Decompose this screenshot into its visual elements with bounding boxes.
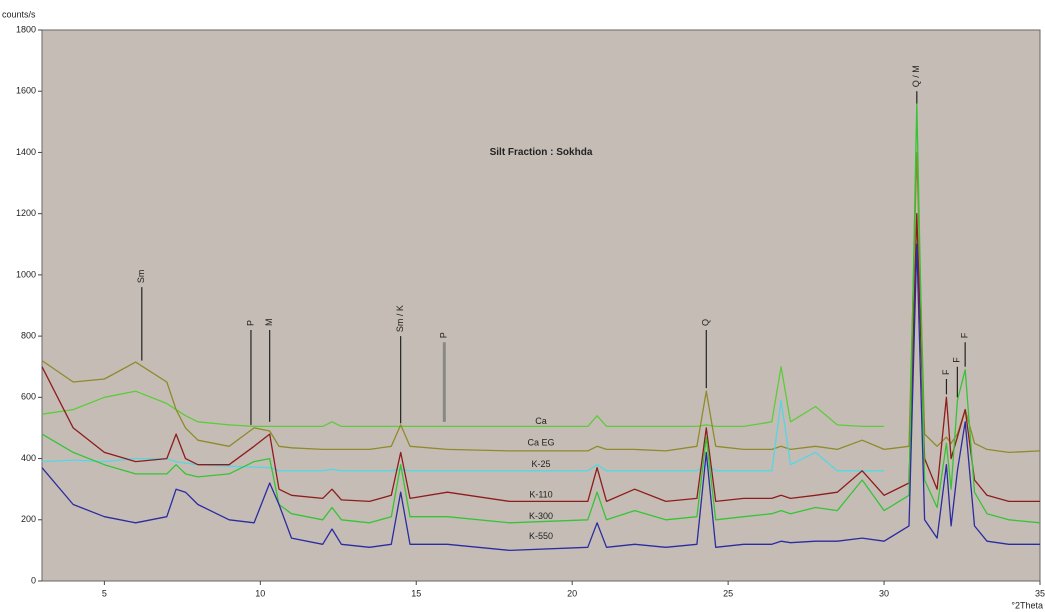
series-line	[41, 243, 1040, 552]
y-tick-label: 800	[21, 330, 36, 340]
annotation-label: Sm / K	[395, 305, 405, 332]
annotation-label: Sm	[136, 270, 146, 284]
series-line	[41, 213, 1040, 503]
annotation-label: F	[941, 369, 951, 375]
annotation-label: P	[245, 320, 255, 326]
y-tick-label: 1200	[16, 208, 36, 218]
x-tick-label: 10	[255, 588, 265, 598]
series-label: Ca	[535, 416, 547, 426]
y-tick-label: 1000	[16, 269, 36, 279]
series-line	[41, 366, 885, 428]
y-tick-label: 1400	[16, 147, 36, 157]
series-label: K-110	[529, 490, 552, 500]
y-tick-label: 600	[21, 392, 36, 402]
series-label: K-300	[529, 511, 553, 521]
annotation-label: Q	[701, 319, 711, 326]
x-tick-label: 15	[411, 588, 421, 598]
chart-title: Silt Fraction : Sokhda	[490, 147, 593, 158]
y-tick-label: 0	[31, 575, 36, 585]
x-tick-label: 20	[567, 588, 577, 598]
x-tick-label: 25	[723, 588, 733, 598]
x-tick-label: 5	[102, 588, 107, 598]
annotation-label: Q / M	[911, 65, 921, 87]
x-tick-label: 30	[879, 588, 889, 598]
x-axis-label: °2Theta	[1011, 600, 1043, 610]
y-tick-label: 200	[21, 514, 36, 524]
annotation-label: F	[960, 332, 970, 338]
y-axis-label: counts/s	[2, 9, 36, 19]
series-label: K-25	[531, 459, 550, 469]
series-line	[41, 151, 1041, 454]
annotation-label: F	[952, 357, 962, 363]
y-tick-label: 1800	[16, 24, 36, 34]
series-line	[41, 399, 885, 472]
annotation-label: P	[439, 332, 449, 338]
plot-area	[41, 29, 1041, 582]
series-label: K-550	[529, 531, 553, 541]
y-tick-label: 1600	[16, 86, 36, 96]
series-line	[41, 102, 1041, 524]
y-tick-label: 400	[21, 453, 36, 463]
series-label: Ca EG	[527, 438, 554, 448]
x-tick-label: 35	[1035, 588, 1045, 598]
annotation-label: M	[264, 318, 274, 326]
